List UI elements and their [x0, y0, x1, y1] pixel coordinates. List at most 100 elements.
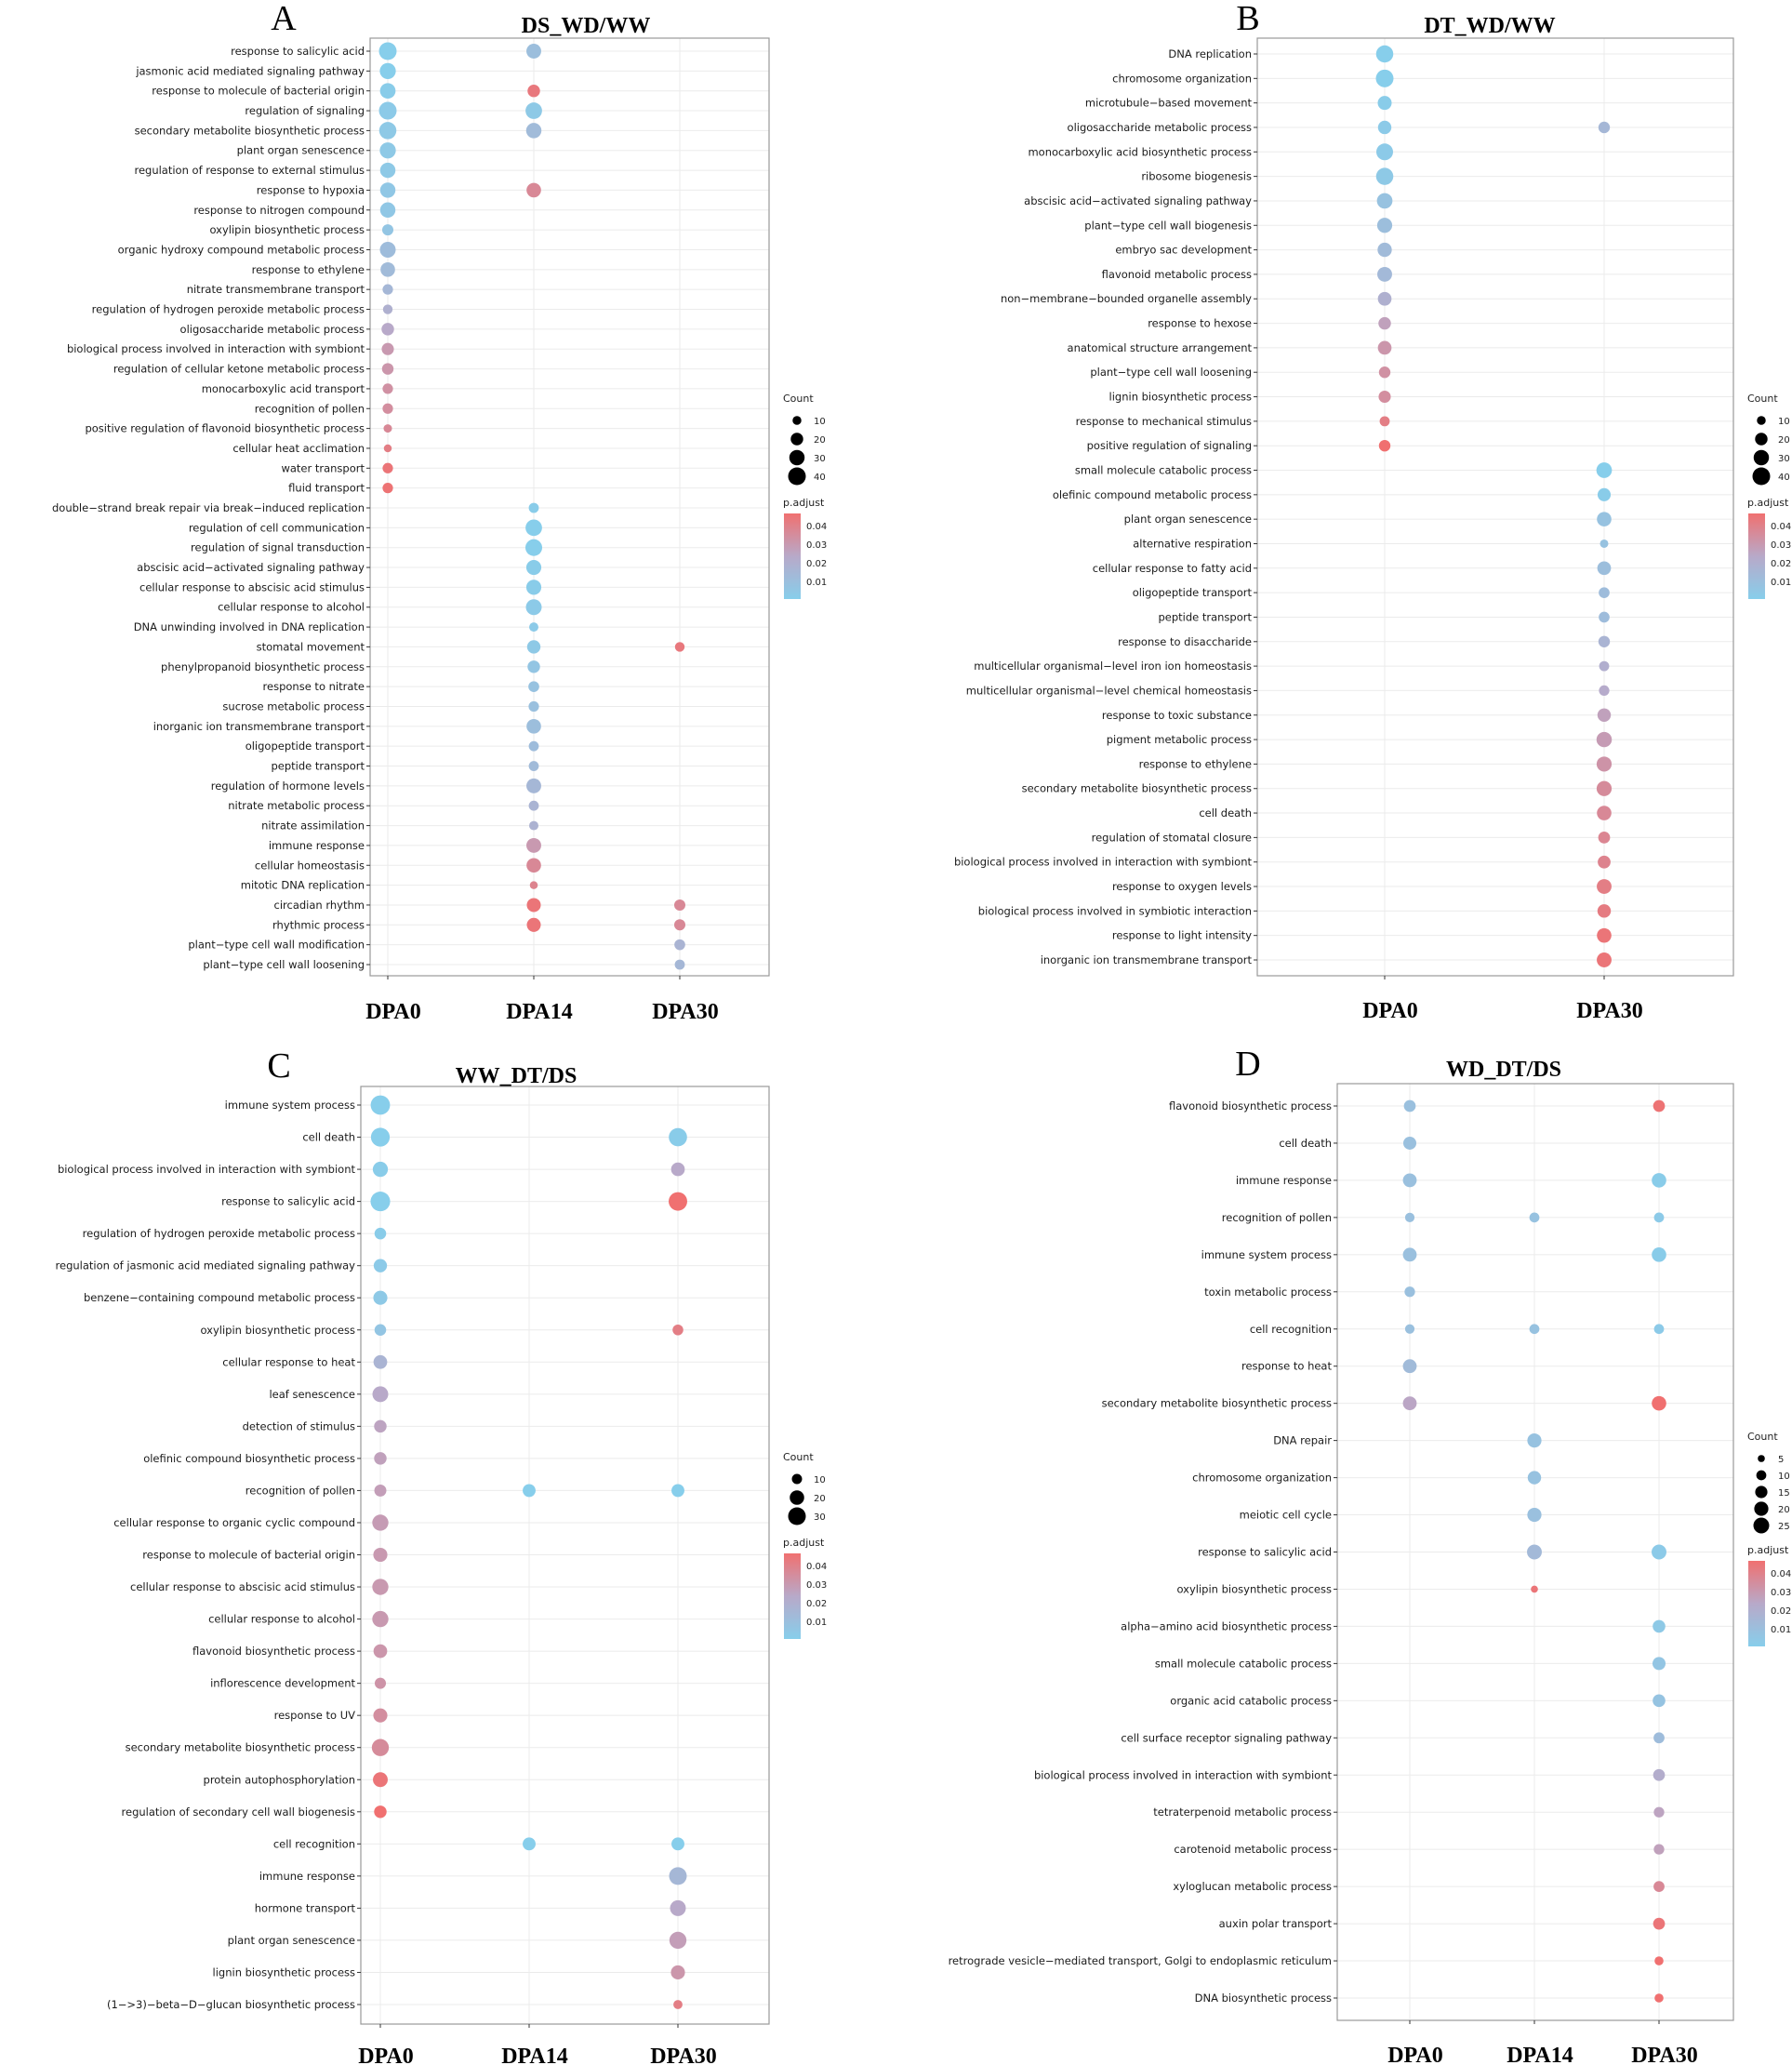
data-point: [370, 1095, 391, 1115]
legend-count-label: 30: [1778, 454, 1790, 464]
x-tick-label: DPA30: [650, 2045, 717, 2065]
panel-title: DT_WD/WW: [1424, 14, 1555, 38]
data-point: [1653, 1768, 1666, 1781]
y-tick-label: microtubule−based movement: [1085, 97, 1253, 110]
y-tick-label: cellular response to abscisic acid stimu…: [139, 580, 365, 593]
data-point: [669, 1867, 687, 1885]
y-tick-label: plant organ senescence: [1124, 513, 1252, 526]
y-tick-label: cellular response to alcohol: [208, 1613, 355, 1626]
y-tick-label: auxin polar transport: [1219, 1917, 1333, 1930]
y-tick-label: response to mechanical stimulus: [1076, 415, 1252, 428]
y-tick-label: non−membrane−bounded organelle assembly: [1001, 292, 1252, 305]
data-point: [372, 1161, 389, 1178]
panel-title: WD_DT/DS: [1446, 1058, 1561, 1082]
data-point: [1376, 193, 1393, 209]
data-point: [1652, 1544, 1666, 1560]
y-tick-label: (1−>3)−beta−D−glucan biosynthetic proces…: [107, 1998, 355, 2011]
data-point: [1404, 1212, 1415, 1222]
data-point: [373, 1259, 388, 1272]
y-tick-label: regulation of cell communication: [189, 521, 365, 534]
y-tick-label: response to molecule of bacterial origin: [142, 1549, 355, 1562]
y-tick-label: positive regulation of signaling: [1087, 439, 1252, 452]
y-tick-label: plant−type cell wall modification: [188, 939, 365, 952]
x-tick-label: DPA0: [1362, 999, 1418, 1023]
data-point: [1599, 611, 1610, 623]
y-tick-label: alpha−amino acid biosynthetic process: [1121, 1619, 1332, 1632]
data-point: [378, 122, 397, 140]
legend-count-title: Count: [783, 393, 814, 405]
y-tick-label: peptide transport: [1158, 610, 1252, 623]
y-tick-label: response to molecule of bacterial origin: [152, 85, 365, 98]
data-point: [670, 1899, 686, 1916]
y-tick-label: water transport: [281, 461, 365, 474]
y-tick-label: immune system process: [1201, 1248, 1332, 1261]
y-tick-label: olefinic compound metabolic process: [1053, 488, 1252, 501]
data-point: [525, 519, 542, 537]
legend-count-dot: [789, 449, 805, 466]
data-point: [1531, 1585, 1538, 1593]
y-tick-label: cellular response to fatty acid: [1093, 562, 1252, 575]
legend: Count 10 20 30 40 p.adjust 0.04 0.03 0.02 0.01: [783, 393, 827, 599]
data-point: [381, 224, 394, 236]
y-tick-label: biological process involved in interacti…: [954, 856, 1253, 869]
y-tick-label: regulation of jasmonic acid mediated sig…: [56, 1259, 356, 1272]
legend-colorbar: [1748, 1561, 1765, 1646]
y-tick-label: regulation of hydrogen peroxide metaboli…: [92, 303, 365, 316]
legend-count-label: 40: [814, 473, 826, 483]
y-tick-label: inorganic ion transmembrane transport: [1041, 953, 1253, 966]
y-tick-label: regulation of signal transduction: [191, 541, 365, 554]
panel-letter: D: [1235, 1045, 1260, 1084]
data-point: [382, 383, 393, 394]
data-point: [528, 681, 539, 692]
y-tick-label: oligopeptide transport: [1133, 586, 1253, 599]
data-point: [1404, 1324, 1415, 1334]
x-tick-label: DPA0: [1387, 2044, 1443, 2065]
y-tick-label: inorganic ion transmembrane transport: [153, 720, 365, 733]
y-tick-label: tetraterpenoid metabolic process: [1153, 1805, 1332, 1819]
y-tick-label: secondary metabolite biosynthetic proces…: [1102, 1397, 1332, 1410]
panel-letter: A: [271, 0, 297, 38]
y-tick-label: DNA unwinding involved in DNA replicatio…: [134, 620, 365, 633]
data-point: [669, 1192, 687, 1211]
data-point: [374, 1677, 387, 1689]
y-tick-label: response to salicylic acid: [221, 1195, 355, 1208]
data-point: [526, 837, 541, 853]
panel-title: WW_DT/DS: [456, 1064, 577, 1088]
legend-padj-label: 0.03: [1771, 1588, 1791, 1598]
y-tick-label: carotenoid metabolic process: [1174, 1843, 1332, 1856]
x-tick-label: DPA0: [358, 2045, 414, 2065]
legend-padj-label: 0.02: [1771, 559, 1791, 569]
data-point: [528, 502, 539, 513]
y-tick-label: response to ethylene: [1139, 757, 1252, 770]
y-tick-label: recognition of pollen: [255, 402, 365, 415]
y-tick-label: double−strand break repair via break−ind…: [52, 501, 365, 514]
data-point: [1402, 1136, 1417, 1150]
legend-padj-title: p.adjust: [1747, 1544, 1789, 1556]
y-tick-label: small molecule catabolic process: [1075, 464, 1252, 477]
data-point: [1599, 660, 1610, 672]
data-point: [529, 820, 538, 831]
data-point: [528, 761, 539, 771]
data-point: [378, 42, 397, 60]
y-tick-label: response to salicylic acid: [231, 45, 365, 58]
data-point: [1598, 855, 1611, 869]
legend-padj-label: 0.03: [1771, 540, 1791, 551]
data-point: [383, 424, 392, 433]
y-tick-label: DNA repair: [1273, 1434, 1332, 1447]
y-tick-label: response to nitrate: [263, 680, 365, 693]
data-point: [1379, 416, 1390, 427]
legend: Count 5 10 15 20 25 p.adjust 0.04 0.03 0.02 0.01: [1747, 1431, 1791, 1646]
data-point: [374, 1324, 387, 1337]
data-point: [371, 1739, 390, 1756]
y-tick-label: cell death: [1199, 806, 1252, 819]
data-point: [1596, 780, 1613, 796]
y-tick-label: biological process involved in interacti…: [58, 1163, 356, 1176]
legend-padj-title: p.adjust: [783, 497, 825, 509]
data-point: [1653, 1619, 1666, 1633]
data-point: [374, 1419, 387, 1433]
data-point: [1653, 1806, 1665, 1818]
data-point: [1652, 1247, 1666, 1262]
data-point: [1529, 1324, 1540, 1335]
legend-padj-label: 0.02: [1771, 1606, 1791, 1617]
